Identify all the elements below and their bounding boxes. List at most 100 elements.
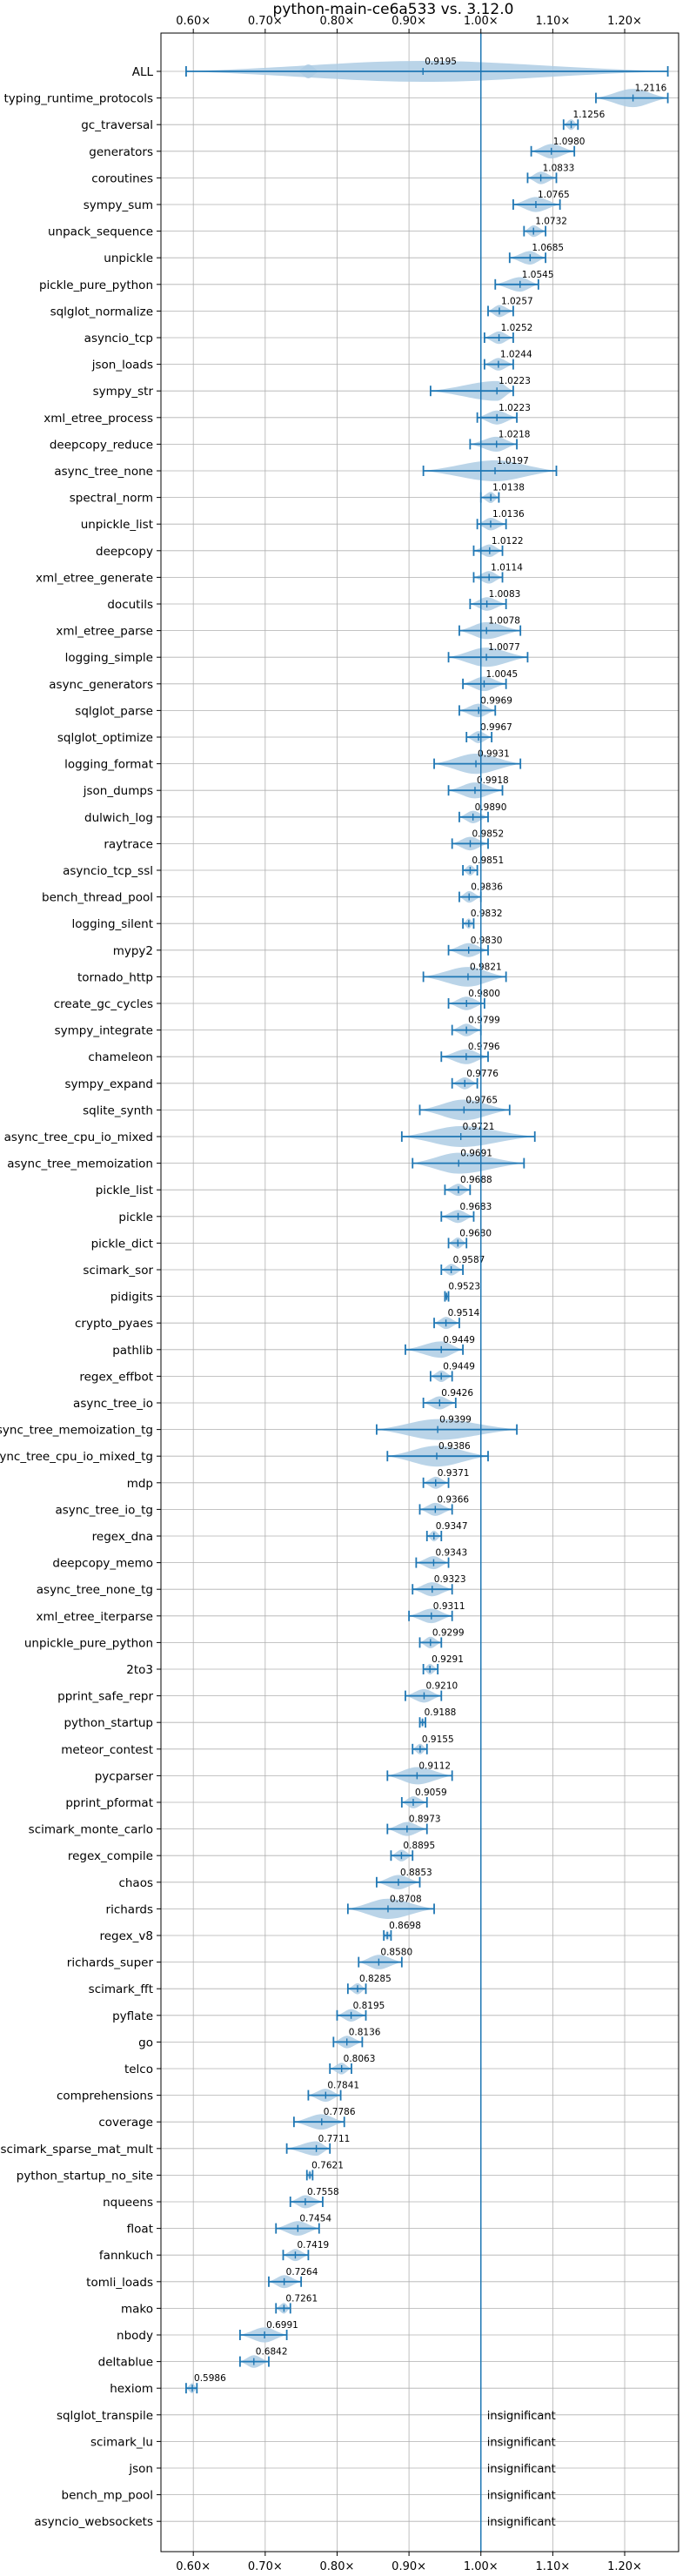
value-label-coverage: 0.7786: [324, 2107, 356, 2117]
violin-fannkuch: 0.7419: [282, 2240, 329, 2262]
value-label-async_tree_none_tg: 0.9323: [434, 1574, 466, 1585]
value-label-ALL: 0.9195: [425, 57, 457, 67]
value-label-mypy2: 0.9830: [471, 936, 503, 946]
violin-regex_effbot: 0.9449: [429, 1361, 475, 1383]
value-label-richards_super: 0.8580: [380, 1948, 412, 1958]
benchmark-label-async_tree_memoization: async_tree_memoization: [7, 1157, 153, 1171]
benchmark-label-nqueens: nqueens: [103, 2196, 153, 2210]
value-label-xml_etree_process: 1.0223: [499, 403, 531, 413]
value-label-tornado_http: 0.9821: [470, 962, 502, 972]
violin-nqueens: 0.7558: [289, 2187, 339, 2209]
violin-telco: 0.8063: [329, 2054, 375, 2075]
tick-label-top: 1.10×: [535, 15, 570, 28]
value-label-mdp: 0.9371: [438, 1468, 470, 1479]
violin-pidigits: 0.9523: [444, 1282, 480, 1302]
value-label-dulwich_log: 0.9890: [475, 802, 507, 813]
violin-xml_etree_parse: 1.0078: [458, 616, 522, 640]
violin-deepcopy_memo: 0.9343: [415, 1548, 467, 1570]
benchmark-label-sympy_str: sympy_str: [93, 385, 154, 399]
violin-tomli_loads: 0.7264: [268, 2267, 318, 2289]
violins: 0.9195 1.2116 1.1256 1.0980 1.0833 1.0765 1.07…: [185, 33, 669, 2552]
violin-meteor_contest: 0.9155: [412, 1734, 454, 1754]
benchmark-labels: ALL typing_runtime_protocols gc_traversalg…: [0, 65, 556, 2529]
benchmark-label-richards_super: richards_super: [67, 1956, 154, 1970]
violin-pyflate: 0.8195: [336, 2001, 385, 2022]
value-label-pyflate: 0.8195: [353, 2001, 385, 2011]
benchmark-label-scimark_fft: scimark_fft: [89, 1982, 153, 1996]
insignificant-label-asyncio_websockets: insignificant: [487, 2516, 556, 2529]
insignificant-label-json: insignificant: [487, 2463, 556, 2476]
violin-unpickle_list: 1.0136: [476, 509, 525, 531]
value-label-fannkuch: 0.7419: [297, 2240, 329, 2251]
value-label-scimark_sor: 0.9587: [453, 1255, 485, 1265]
value-label-float: 0.7454: [299, 2214, 331, 2224]
violin-sqlglot_optimize: 0.9967: [465, 722, 512, 743]
value-label-xml_etree_iterparse: 0.9311: [433, 1601, 465, 1612]
value-label-typing_runtime_protocols: 1.2116: [635, 84, 667, 94]
violin-pickle_dict: 0.9680: [447, 1228, 492, 1249]
violin-scimark_fft: 0.8285: [346, 1974, 392, 1995]
grid-layer: [161, 33, 679, 2552]
value-label-pickle_pure_python: 1.0545: [522, 270, 554, 280]
violin-chameleon: 0.9796: [440, 1042, 500, 1064]
value-label-sqlite_synth: 0.9765: [465, 1095, 498, 1105]
violin-pycparser: 0.9112: [386, 1761, 453, 1785]
value-label-json_dumps: 0.9918: [477, 775, 509, 786]
benchmark-label-generators: generators: [89, 145, 153, 159]
benchmark-label-regex_v8: regex_v8: [99, 1929, 153, 1943]
x-axis-ticks: 0.60× 0.60× 0.70× 0.70× 0.80× 0.80× 0.90× 0.90×…: [157, 15, 642, 2573]
tick-label-top: 1.00×: [464, 15, 499, 28]
value-label-regex_v8: 0.8698: [389, 1921, 421, 1931]
benchmark-label-regex_effbot: regex_effbot: [79, 1370, 153, 1384]
benchmark-label-richards: richards: [106, 1902, 153, 1916]
violin-deltablue: 0.6842: [239, 2347, 288, 2368]
benchmark-label-sympy_sum: sympy_sum: [84, 198, 153, 212]
violin-async_tree_cpu_io_mixed: 0.9721: [400, 1122, 536, 1147]
value-label-pprint_safe_repr: 0.9210: [425, 1681, 458, 1692]
violin-logging_simple: 1.0077: [447, 642, 529, 667]
benchmark-label-nbody: nbody: [117, 2329, 153, 2343]
benchmark-label-sympy_expand: sympy_expand: [64, 1077, 153, 1091]
benchmark-label-pprint_pformat: pprint_pformat: [65, 1796, 153, 1810]
value-label-sqlglot_normalize: 1.0257: [501, 296, 533, 306]
violin-unpack_sequence: 1.0732: [523, 217, 567, 238]
benchmark-label-create_gc_cycles: create_gc_cycles: [54, 997, 153, 1011]
value-label-regex_effbot: 0.9449: [443, 1361, 475, 1372]
benchmark-label-telco: telco: [124, 2063, 153, 2076]
benchmark-label-pickle_list: pickle_list: [96, 1184, 153, 1197]
violin-dulwich_log: 0.9890: [458, 802, 507, 823]
value-label-regex_dna: 0.9347: [436, 1521, 468, 1532]
benchmark-label-deepcopy_memo: deepcopy_memo: [52, 1557, 153, 1571]
value-label-logging_silent: 0.9832: [471, 909, 503, 919]
value-label-docutils: 1.0083: [489, 589, 521, 600]
value-label-nqueens: 0.7558: [307, 2187, 339, 2197]
violin-async_tree_io: 0.9426: [422, 1388, 473, 1410]
violin-asyncio_tcp_ssl: 0.9851: [462, 855, 504, 876]
violin-pprint_pformat: 0.9059: [400, 1788, 447, 1808]
value-label-tomli_loads: 0.7264: [286, 2267, 318, 2277]
value-label-meteor_contest: 0.9155: [422, 1734, 454, 1745]
benchmark-label-fannkuch: fannkuch: [99, 2249, 153, 2263]
value-label-unpickle_list: 1.0136: [492, 509, 525, 520]
violin-raytrace: 0.9852: [451, 828, 504, 851]
benchmark-label-python_startup: python_startup: [64, 1716, 153, 1730]
benchmark-label-scimark_monte_carlo: scimark_monte_carlo: [29, 1823, 153, 1837]
tick-label-top: 0.80×: [320, 15, 355, 28]
benchmark-label-async_tree_io_tg: async_tree_io_tg: [55, 1503, 153, 1517]
value-label-deltablue: 0.6842: [256, 2347, 288, 2358]
value-label-sqlglot_optimize: 0.9967: [480, 722, 512, 733]
violin-xml_etree_iterparse: 0.9311: [408, 1601, 465, 1624]
value-label-deepcopy_reduce: 1.0218: [499, 429, 531, 439]
value-label-async_tree_io: 0.9426: [441, 1388, 473, 1399]
violin-async_generators: 1.0045: [462, 669, 518, 692]
violin-generators: 1.0980: [530, 137, 585, 159]
benchmark-label-sqlglot_optimize: sqlglot_optimize: [57, 731, 153, 745]
benchmark-label-mako: mako: [121, 2302, 153, 2316]
violin-docutils: 1.0083: [469, 589, 521, 611]
value-label-hexiom: 0.5986: [194, 2373, 226, 2384]
tick-label-top: 0.90×: [392, 15, 426, 28]
insignificant-label-scimark_lu: insignificant: [487, 2436, 556, 2449]
tick-label-bottom: 1.20×: [607, 2560, 642, 2573]
benchmark-label-deltablue: deltablue: [98, 2356, 153, 2370]
violin-sqlglot_normalize: 1.0257: [487, 296, 533, 318]
